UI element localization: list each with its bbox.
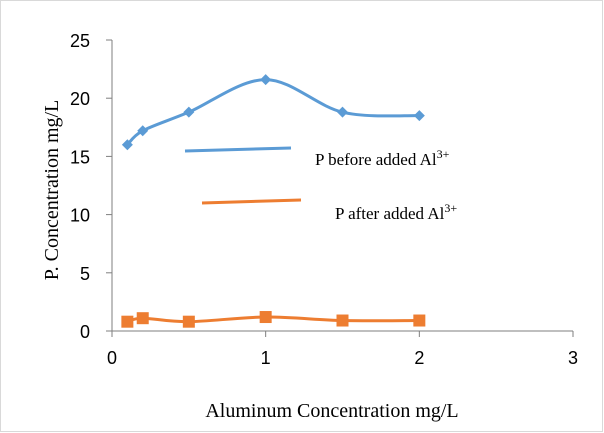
series-2	[121, 311, 426, 328]
y-tick-label: 20	[70, 89, 90, 109]
series-line	[126, 315, 420, 324]
y-axis-title: P. Concentration mg/L	[41, 100, 63, 281]
x-tick-labels: 0 1 2 3	[107, 331, 578, 368]
data-point	[336, 314, 349, 327]
legend-label: P after added Al3+	[335, 201, 457, 223]
series-line	[126, 78, 420, 146]
legend-item: P after added Al3+	[201, 198, 457, 223]
data-point	[121, 139, 133, 151]
legend: P before added Al3+ P after added Al3+	[184, 146, 457, 223]
y-tick-label: 5	[80, 264, 90, 284]
x-axis-title: Aluminum Concentration mg/L	[205, 400, 458, 422]
x-tick-label: 3	[568, 348, 578, 368]
x-tick-label: 0	[107, 348, 117, 368]
legend-swatch	[184, 146, 292, 153]
data-point	[136, 312, 149, 325]
y-tick-label: 15	[70, 147, 90, 167]
legend-label: P before added Al3+	[315, 147, 450, 169]
data-point	[121, 315, 134, 328]
data-point	[413, 314, 426, 327]
axes	[111, 40, 573, 332]
data-point	[413, 110, 425, 122]
y-tick-label: 10	[70, 206, 90, 226]
y-tick-label: 25	[70, 31, 90, 51]
legend-swatch	[201, 198, 302, 205]
data-point	[182, 315, 195, 328]
x-tick-label: 1	[261, 348, 271, 368]
y-tick-label: 0	[80, 322, 90, 342]
data-point	[337, 106, 348, 118]
x-tick-label: 2	[414, 348, 424, 368]
data-point	[137, 125, 149, 137]
data-point	[183, 106, 195, 118]
data-point	[259, 311, 272, 324]
series-layer	[121, 74, 426, 328]
legend-item: P before added Al3+	[184, 146, 450, 169]
data-point	[260, 74, 272, 86]
series-1	[121, 74, 425, 151]
y-tick-labels: 0 5 10 15 20 25	[70, 31, 112, 342]
